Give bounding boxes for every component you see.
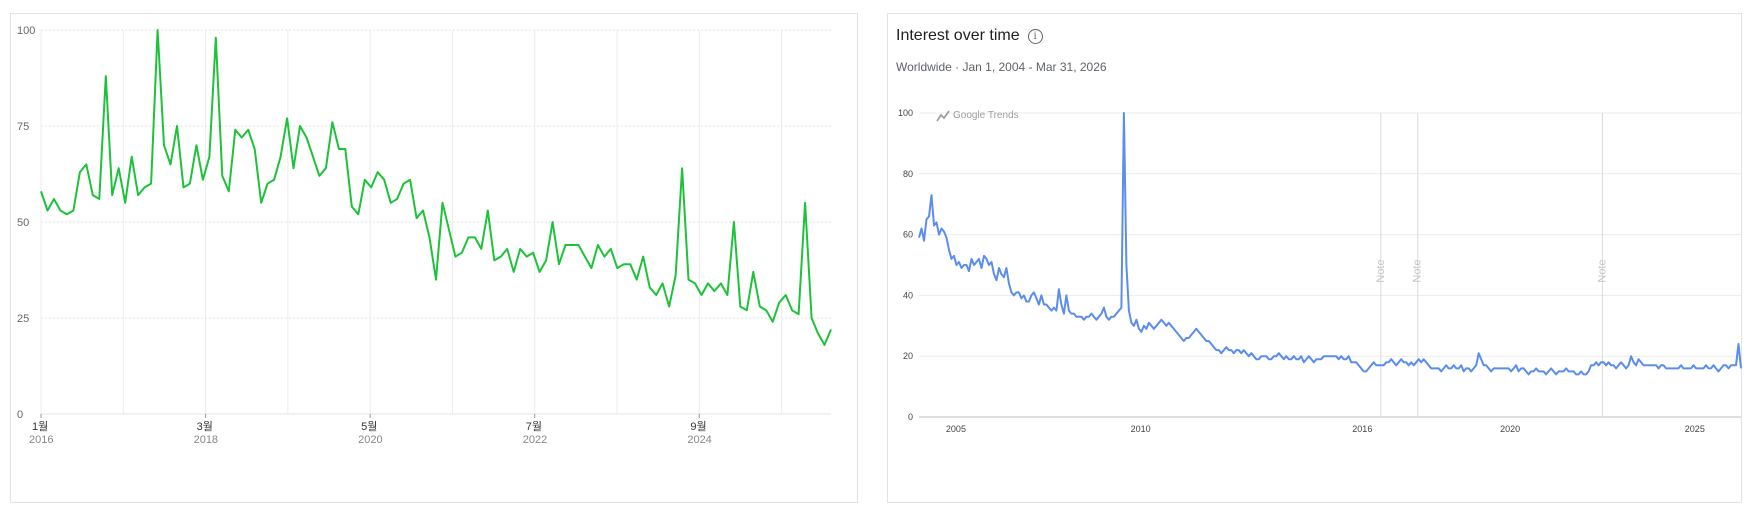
left-chart-panel: 0 25 50 75 100 1월 2016 3월 2018 5월 2020 7월 2022 9월 2024 <box>10 13 858 503</box>
y-tick-label: 0 <box>908 412 913 422</box>
chart-subtitle: Worldwide · Jan 1, 2004 - Mar 31, 2026 <box>896 60 1107 74</box>
info-icon[interactable]: i <box>1027 29 1043 44</box>
y-tick-label: 80 <box>903 169 913 179</box>
x-tick-sublabel: 2018 <box>194 434 218 446</box>
x-tick-label: 2010 <box>1131 424 1151 434</box>
watermark-text: Google Trends <box>953 110 1019 121</box>
y-tick-label: 40 <box>903 290 913 300</box>
y-tick-label: 100 <box>17 25 35 37</box>
x-tick-label: 2020 <box>1500 424 1520 434</box>
y-tick-label: 75 <box>17 121 29 133</box>
x-tick-label: 9월 <box>690 420 706 433</box>
right-line-chart: 0 20 40 60 80 100 Google Trends Note Note Note 200… <box>898 108 1742 434</box>
y-tick-label: 20 <box>903 351 913 361</box>
series-line <box>918 112 1742 376</box>
watermark: Google Trends <box>936 110 1019 122</box>
note-label: Note <box>1412 259 1424 282</box>
y-tick-label: 100 <box>898 108 913 118</box>
right-chart-panel: Interest over time i Worldwide · Jan 1, 2… <box>887 13 1742 503</box>
trends-logo-icon <box>936 110 950 122</box>
y-tick-label: 25 <box>17 313 29 325</box>
note-label: Note <box>1596 259 1608 282</box>
y-tick-label: 60 <box>903 230 913 240</box>
chart-title: Interest over time i <box>896 27 1043 45</box>
x-tick-label: 2005 <box>946 424 966 434</box>
note-label: Note <box>1375 259 1387 282</box>
x-tick-label: 2016 <box>1352 424 1372 434</box>
y-tick-label: 50 <box>17 217 29 229</box>
x-tick-sublabel: 2022 <box>523 434 547 446</box>
x-tick-label: 5월 <box>361 420 377 433</box>
x-tick-label: 1월 <box>32 420 48 433</box>
x-tick-sublabel: 2020 <box>358 434 382 446</box>
y-tick-label: 0 <box>17 409 23 421</box>
x-tick-label: 3월 <box>197 420 213 433</box>
series-line <box>40 29 832 346</box>
x-tick-sublabel: 2016 <box>29 434 53 446</box>
x-tick-label: 7월 <box>526 420 542 433</box>
x-tick-label: 2025 <box>1685 424 1705 434</box>
x-tick-sublabel: 2024 <box>687 434 711 446</box>
